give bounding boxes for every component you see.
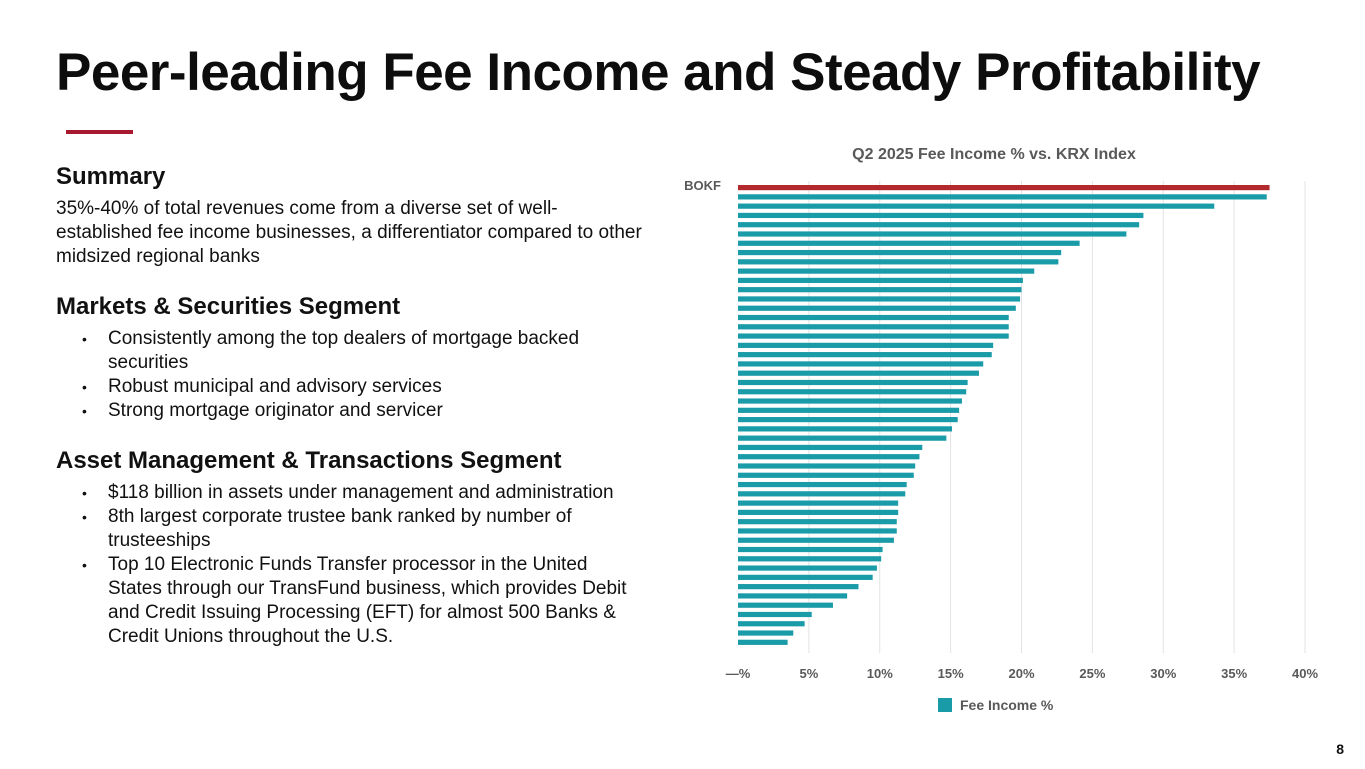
bar (738, 621, 805, 627)
x-tick-label: 20% (1008, 666, 1034, 681)
bar (738, 639, 788, 645)
bullet-dot: • (82, 557, 87, 573)
x-tick-label: 40% (1292, 666, 1318, 681)
chart-title: Q2 2025 Fee Income % vs. KRX Index (852, 146, 1136, 163)
chart-legend: Fee Income % (938, 697, 1053, 713)
bar (738, 509, 899, 515)
bar (738, 333, 1009, 339)
bar (738, 602, 833, 608)
bar (738, 240, 1080, 246)
bar (738, 491, 906, 497)
bullet-item: • 8th largest corporate trustee bank rank… (56, 505, 646, 553)
bar (738, 194, 1267, 200)
bullet-text: Consistently among the top dealers of mo… (108, 328, 580, 373)
title-accent-line (66, 130, 133, 134)
markets-section: Markets & Securities Segment • Consistent… (56, 293, 646, 423)
bar (738, 287, 1022, 293)
bullet-item: • Strong mortgage originator and servicer (56, 399, 646, 423)
bar (738, 314, 1009, 321)
bar (738, 212, 1144, 219)
legend-swatch (938, 698, 952, 712)
chart-plot: BOKF —% 5% 10% 15% 20% 25% 30% 35% 40% (684, 178, 1318, 681)
x-tick-label: 35% (1221, 666, 1247, 681)
bar (738, 379, 968, 386)
summary-section: Summary 35%-40% of total revenues come f… (56, 163, 646, 269)
text-column: Summary 35%-40% of total revenues come f… (56, 163, 646, 673)
bar (738, 249, 1062, 256)
bar (738, 611, 812, 618)
bullet-item: • Robust municipal and advisory services (56, 375, 646, 399)
bar (738, 389, 967, 395)
bar (738, 500, 899, 506)
bar (738, 463, 916, 469)
bar (738, 203, 1215, 209)
bar (738, 519, 897, 525)
bar (738, 454, 920, 460)
summary-heading: Summary (56, 163, 166, 190)
x-tick-label: 25% (1079, 666, 1105, 681)
bullet-dot: • (82, 485, 87, 501)
bullet-dot: • (82, 379, 87, 395)
asset-management-heading: Asset Management & Transactions Segment (56, 447, 562, 474)
bar (738, 593, 848, 599)
bullet-text: 8th largest corporate trustee bank ranke… (108, 506, 572, 551)
asset-management-bullet-list: • $118 billion in assets under management… (56, 481, 646, 649)
asset-management-section: Asset Management & Transactions Segment … (56, 447, 646, 649)
x-tick-label: 15% (938, 666, 964, 681)
bar (738, 277, 1023, 283)
bar (738, 444, 923, 451)
x-tick-label: 30% (1150, 666, 1176, 681)
bar (738, 268, 1035, 274)
bullet-text: Top 10 Electronic Funds Transfer process… (108, 554, 627, 647)
bar (738, 481, 907, 488)
bullet-text: Strong mortgage originator and servicer (108, 400, 443, 421)
bar (738, 584, 859, 590)
bar (738, 407, 960, 413)
bar (738, 352, 992, 358)
bar (738, 222, 1140, 228)
bar (738, 361, 984, 367)
x-tick-label: 10% (867, 666, 893, 681)
bar (738, 417, 958, 423)
bar (738, 537, 894, 543)
bar (738, 398, 962, 404)
legend-label: Fee Income % (960, 697, 1054, 713)
bar (738, 259, 1059, 265)
bar (738, 305, 1016, 311)
bar (738, 435, 947, 441)
slide-title: Peer-leading Fee Income and Steady Profi… (56, 43, 1261, 102)
fee-income-chart: BOKF —% 5% 10% 15% 20% 25% 30% 35% 40% Q2 2025 Fe… (660, 140, 1340, 730)
bar (738, 556, 882, 562)
bullet-item: • Consistently among the top dealers of m… (56, 327, 646, 375)
markets-bullet-list: • Consistently among the top dealers of m… (56, 327, 646, 423)
bar (738, 574, 873, 580)
bar (738, 546, 883, 553)
summary-text: 35%-40% of total revenues come from a di… (56, 198, 642, 267)
bar (738, 342, 994, 348)
bar (738, 324, 1009, 330)
bullet-item: • $118 billion in assets under management… (56, 481, 646, 505)
bar (738, 528, 897, 534)
bar (738, 565, 877, 571)
x-tick-label: 5% (799, 666, 818, 681)
bar-bokf (738, 185, 1270, 191)
bar (738, 296, 1021, 302)
bar (738, 426, 953, 432)
bar (738, 472, 914, 478)
page-number: 8 (1336, 741, 1344, 757)
bullet-text: Robust municipal and advisory services (108, 376, 442, 397)
bullet-dot: • (82, 509, 87, 525)
bar-label-bokf: BOKF (684, 178, 721, 193)
x-tick-label: —% (726, 666, 751, 681)
bullet-text: $118 billion in assets under management … (108, 482, 614, 503)
bullet-dot: • (82, 331, 87, 347)
bar (738, 630, 794, 636)
bar (738, 231, 1127, 237)
bullet-item: • Top 10 Electronic Funds Transfer proces… (56, 553, 646, 649)
markets-heading: Markets & Securities Segment (56, 293, 401, 320)
bullet-dot: • (82, 403, 87, 419)
bar (738, 370, 979, 376)
